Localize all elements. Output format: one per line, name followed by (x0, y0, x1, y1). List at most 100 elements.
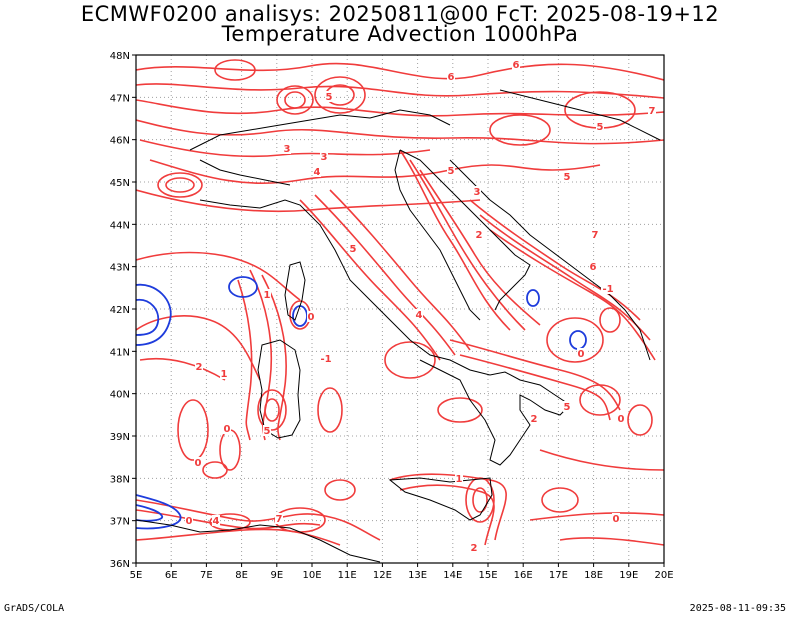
lat-tick-label: 37N (110, 517, 130, 528)
svg-text:3: 3 (284, 144, 291, 155)
lat-tick-label: 48N (110, 51, 130, 62)
contour-label: 0 (617, 413, 625, 425)
positive-contours (136, 59, 664, 546)
lat-tick-label: 41N (110, 347, 130, 358)
contour-label: 2 (195, 361, 203, 373)
svg-text:2: 2 (531, 414, 538, 425)
temperature-advection-field (136, 59, 664, 563)
svg-text:6: 6 (513, 60, 520, 71)
lat-tick-label: 38N (110, 474, 130, 485)
contour-label: 4 (313, 166, 321, 178)
svg-text:0: 0 (578, 349, 585, 360)
svg-text:5: 5 (448, 166, 455, 177)
lon-tick-label: 8E (235, 570, 248, 581)
lon-tick-label: 9E (270, 570, 283, 581)
contour-label: 0 (185, 515, 193, 527)
svg-text:0: 0 (618, 414, 625, 425)
lon-tick-label: 13E (408, 570, 427, 581)
contour-label: 3 (320, 151, 328, 163)
svg-text:7: 7 (276, 514, 283, 525)
axis-ticks (132, 54, 665, 567)
svg-text:4: 4 (416, 310, 423, 321)
svg-text:2: 2 (196, 362, 203, 373)
contour-label: 5 (325, 91, 333, 103)
lat-tick-label: 36N (110, 559, 130, 570)
lon-tick-label: 12E (373, 570, 392, 581)
lat-tick-label: 47N (110, 93, 130, 104)
lon-tick-label: 6E (165, 570, 178, 581)
lon-tick-label: 17E (549, 570, 568, 581)
contour-label: 6 (589, 261, 597, 273)
contour-label: 2 (470, 542, 478, 554)
svg-text:0: 0 (224, 424, 231, 435)
contour-label: 7 (648, 105, 656, 117)
svg-text:7: 7 (649, 106, 656, 117)
svg-text:2: 2 (471, 543, 478, 554)
svg-text:-1: -1 (320, 354, 331, 365)
svg-text:6: 6 (590, 262, 597, 273)
lon-tick-label: 15E (478, 570, 497, 581)
lat-tick-label: 40N (110, 390, 130, 401)
coastlines (136, 89, 661, 563)
contour-label: 5 (563, 401, 571, 413)
svg-text:2: 2 (476, 230, 483, 241)
footer-timestamp: 2025-08-11-09:35 (689, 603, 786, 614)
svg-text:1: 1 (456, 474, 463, 485)
svg-text:0: 0 (308, 312, 315, 323)
contour-label: 7 (275, 513, 283, 525)
lat-tick-label: 45N (110, 178, 130, 189)
contour-label: 1 (220, 368, 228, 380)
footer-software: GrADS/COLA (4, 603, 65, 614)
svg-text:5: 5 (350, 244, 357, 255)
contour-label: 3 (473, 186, 481, 198)
svg-text:0: 0 (186, 516, 193, 527)
lon-tick-label: 14E (443, 570, 462, 581)
contour-label: 0 (307, 311, 315, 323)
latitude-labels: 48N 47N 46N 45N 44N 43N 42N 41N 40N 39N 38N 37N 36N (110, 51, 130, 570)
contour-label: 0 (194, 457, 202, 469)
contour-label: 5 (349, 243, 357, 255)
contour-label: 5 (447, 165, 455, 177)
lat-tick-label: 44N (110, 220, 130, 231)
contour-label: 0 (612, 513, 620, 525)
svg-text:-1: -1 (602, 284, 613, 295)
lon-tick-label: 16E (514, 570, 533, 581)
lat-tick-label: 46N (110, 136, 130, 147)
map-grid (136, 55, 664, 563)
contour-label: 1 (263, 289, 271, 301)
lon-tick-label: 10E (302, 570, 321, 581)
lon-tick-label: 7E (200, 570, 213, 581)
contour-label: 0 (223, 423, 231, 435)
contour-label: 1 (455, 473, 463, 485)
lat-tick-label: 43N (110, 263, 130, 274)
chart-subtitle: Temperature Advection 1000hPa (221, 22, 579, 46)
negative-contours (136, 276, 587, 530)
svg-text:1: 1 (221, 369, 228, 380)
lat-tick-label: 42N (110, 305, 130, 316)
contour-label: 5 (563, 171, 571, 183)
svg-text:0: 0 (195, 458, 202, 469)
svg-text:4: 4 (314, 167, 321, 178)
lon-tick-label: 19E (619, 570, 638, 581)
svg-text:6: 6 (448, 72, 455, 83)
svg-text:0: 0 (613, 514, 620, 525)
contour-label: 6 (447, 71, 455, 83)
contour-label: 5 (263, 425, 271, 437)
svg-text:5: 5 (564, 402, 571, 413)
contour-label: 7 (591, 229, 599, 241)
svg-text:5: 5 (326, 92, 333, 103)
lat-tick-label: 39N (110, 432, 130, 443)
lon-tick-label: 18E (584, 570, 603, 581)
contour-label: 0 (577, 348, 585, 360)
contour-label: 6 (512, 59, 520, 71)
chart-title: ECMWF0200 analisys: 20250811@00 FcT: 202… (80, 2, 720, 26)
svg-text:1: 1 (264, 290, 271, 301)
contour-label: 3 (283, 143, 291, 155)
lon-tick-label: 11E (338, 570, 357, 581)
contour-label: 2 (530, 413, 538, 425)
contour-label: -1 (601, 283, 615, 295)
contour-label: 4 (212, 515, 220, 527)
svg-text:5: 5 (564, 172, 571, 183)
